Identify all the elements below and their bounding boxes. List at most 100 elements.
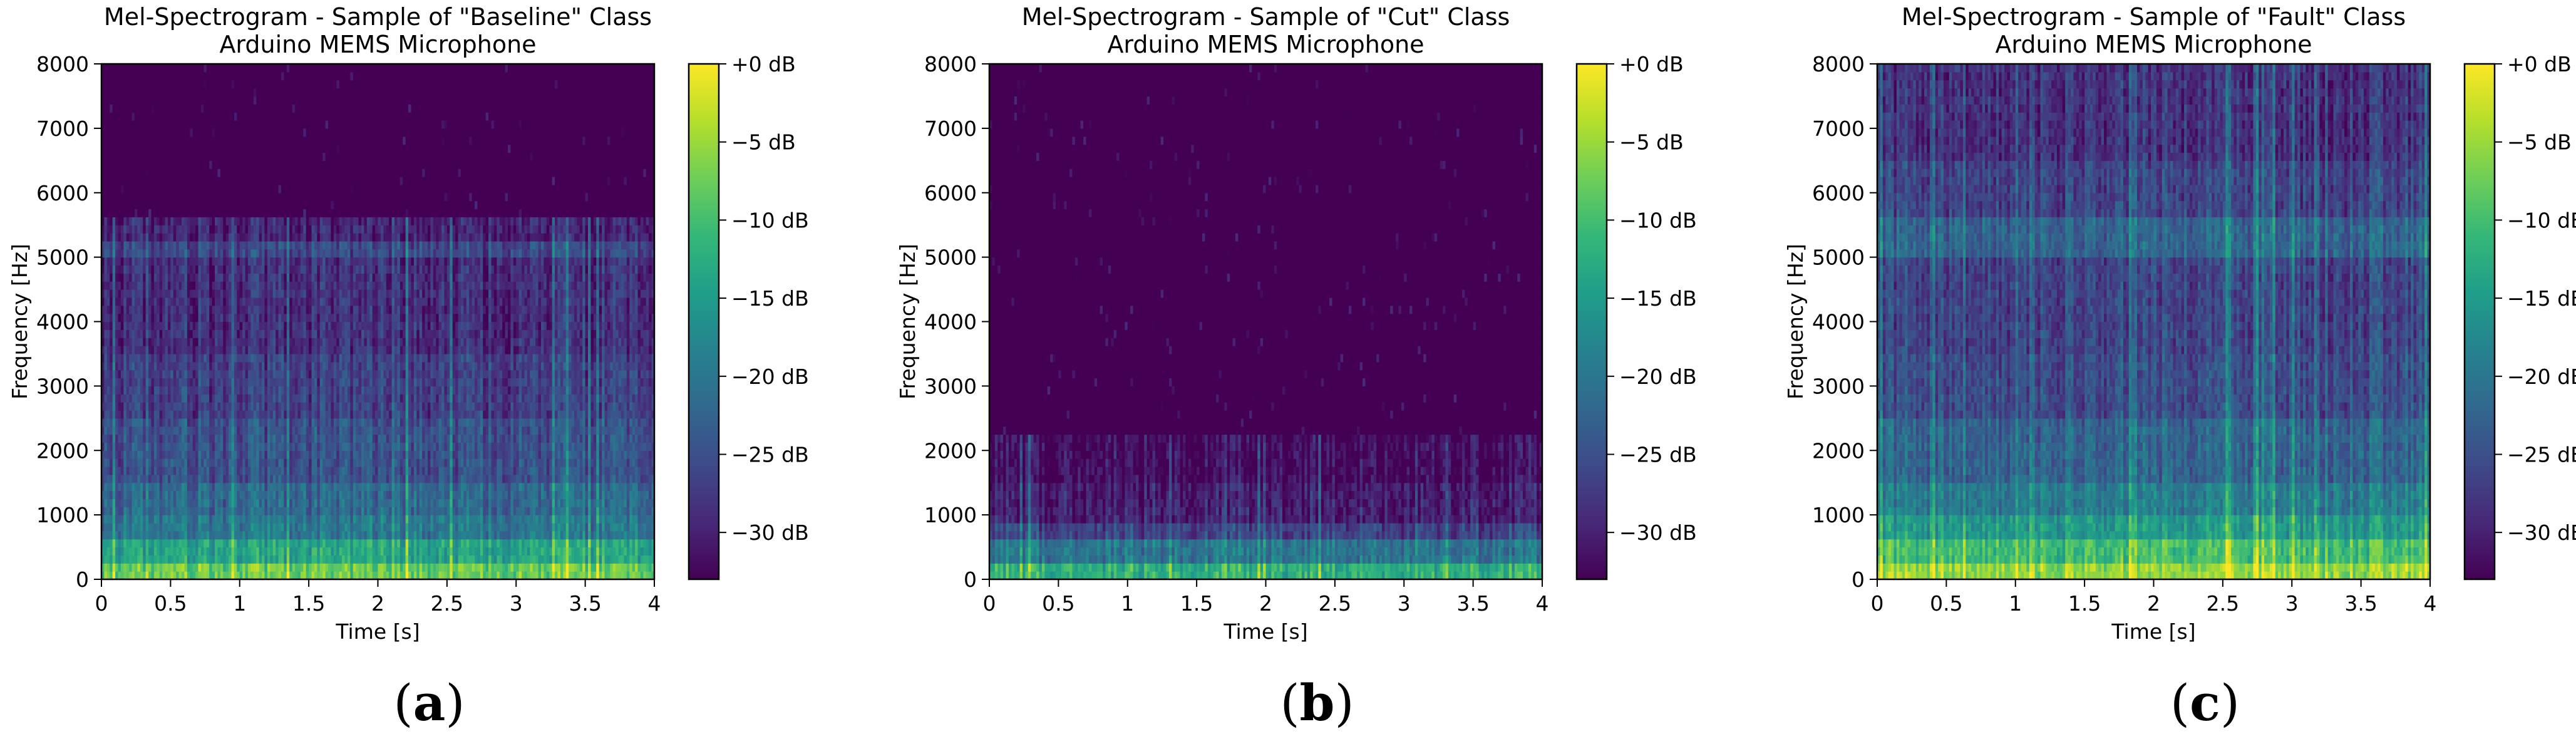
heatmap-cell [651, 386, 655, 395]
heatmap-cell [513, 482, 517, 492]
heatmap-cell [209, 418, 213, 427]
heatmap-cell [204, 402, 207, 411]
heatmap-cell [455, 466, 459, 475]
heatmap-cell [565, 555, 569, 564]
heatmap-cell [612, 555, 616, 564]
heatmap-cell [488, 515, 492, 524]
heatmap-cell [200, 563, 204, 572]
heatmap-cell [336, 466, 340, 475]
heatmap-cell [510, 474, 514, 483]
heatmap-cell [466, 530, 470, 540]
heatmap-cell [383, 563, 387, 572]
heatmap-cell [621, 474, 625, 483]
heatmap-cell [104, 482, 108, 492]
heatmap-cell [159, 571, 163, 580]
heatmap-cell [159, 499, 163, 507]
heatmap-cell [225, 571, 229, 580]
heatmap-cell [399, 547, 403, 556]
heatmap-cell [430, 563, 434, 572]
heatmap-cell [522, 530, 525, 540]
heatmap-cell [225, 482, 229, 492]
heatmap-cell [632, 515, 636, 524]
heatmap-cell [366, 434, 370, 443]
heatmap-cell [588, 563, 592, 572]
heatmap-cell [250, 515, 254, 524]
heatmap-cell [405, 474, 409, 483]
heatmap-cell [593, 402, 597, 411]
heatmap-cell [463, 530, 467, 540]
heatmap-cell [441, 499, 445, 507]
heatmap-cell [621, 394, 625, 403]
heatmap-cell [469, 442, 473, 451]
heatmap-cell [386, 386, 389, 395]
heatmap-cell [438, 458, 442, 467]
heatmap-cell [165, 490, 168, 500]
heatmap-cell [624, 434, 627, 443]
heatmap-cell [151, 410, 155, 419]
heatmap-cell [632, 458, 636, 467]
heatmap-cell [325, 466, 329, 475]
heatmap-cell [309, 466, 312, 475]
heatmap-cell [173, 474, 177, 483]
heatmap-cell [157, 547, 160, 556]
heatmap-cell [272, 418, 276, 427]
heatmap-cell [466, 442, 470, 451]
heatmap-cell [585, 466, 589, 475]
heatmap-cell [159, 530, 163, 540]
heatmap-cell [502, 386, 506, 395]
heatmap-cell [475, 490, 478, 500]
heatmap-cell [621, 530, 625, 540]
heatmap-cell [632, 426, 636, 435]
heatmap-cell [466, 418, 470, 427]
heatmap-cell [317, 522, 321, 532]
heatmap-cell [356, 442, 359, 451]
heatmap-cell [140, 394, 143, 403]
heatmap-cell [215, 563, 219, 572]
heatmap-cell [104, 442, 108, 451]
heatmap-cell [270, 499, 274, 507]
heatmap-cell [497, 490, 500, 500]
heatmap-cell [220, 402, 224, 411]
heatmap-cell [452, 482, 456, 492]
heatmap-cell [245, 394, 249, 403]
heatmap-cell [505, 490, 508, 500]
heatmap-cell [422, 539, 426, 548]
heatmap-cell [173, 386, 177, 395]
heatmap-cell [565, 571, 569, 580]
heatmap-cell [259, 522, 262, 532]
heatmap-cell [549, 563, 553, 572]
heatmap-cell [430, 466, 434, 475]
heatmap-cell [616, 402, 619, 411]
heatmap-cell [350, 426, 354, 435]
heatmap-cell [436, 466, 440, 475]
heatmap-cell [596, 394, 600, 403]
heatmap-cell [328, 394, 332, 403]
heatmap-cell [173, 378, 177, 386]
heatmap-cell [375, 426, 379, 435]
heatmap-cell [458, 539, 461, 548]
heatmap-cell [552, 499, 555, 507]
heatmap-cell [303, 378, 307, 386]
heatmap-cell [391, 466, 395, 475]
heatmap-cell [378, 515, 381, 524]
heatmap-cell [499, 539, 503, 548]
heatmap-cell [212, 458, 215, 467]
heatmap-cell [353, 426, 356, 435]
heatmap-cell [347, 507, 351, 515]
heatmap-cell [444, 530, 448, 540]
heatmap-cell [626, 450, 630, 459]
heatmap-cell [375, 547, 379, 556]
heatmap-cell [540, 507, 544, 515]
heatmap-cell [209, 482, 213, 492]
heatmap-cell [499, 442, 503, 451]
heatmap-cell [599, 522, 602, 532]
heatmap-cell [325, 386, 329, 395]
heatmap-cell [386, 466, 389, 475]
heatmap-cell [502, 507, 506, 515]
heatmap-cell [358, 530, 362, 540]
heatmap-cell [167, 410, 171, 419]
heatmap-cell [386, 434, 389, 443]
heatmap-cell [322, 530, 326, 540]
heatmap-cell [134, 402, 138, 411]
heatmap-cell [347, 386, 351, 395]
